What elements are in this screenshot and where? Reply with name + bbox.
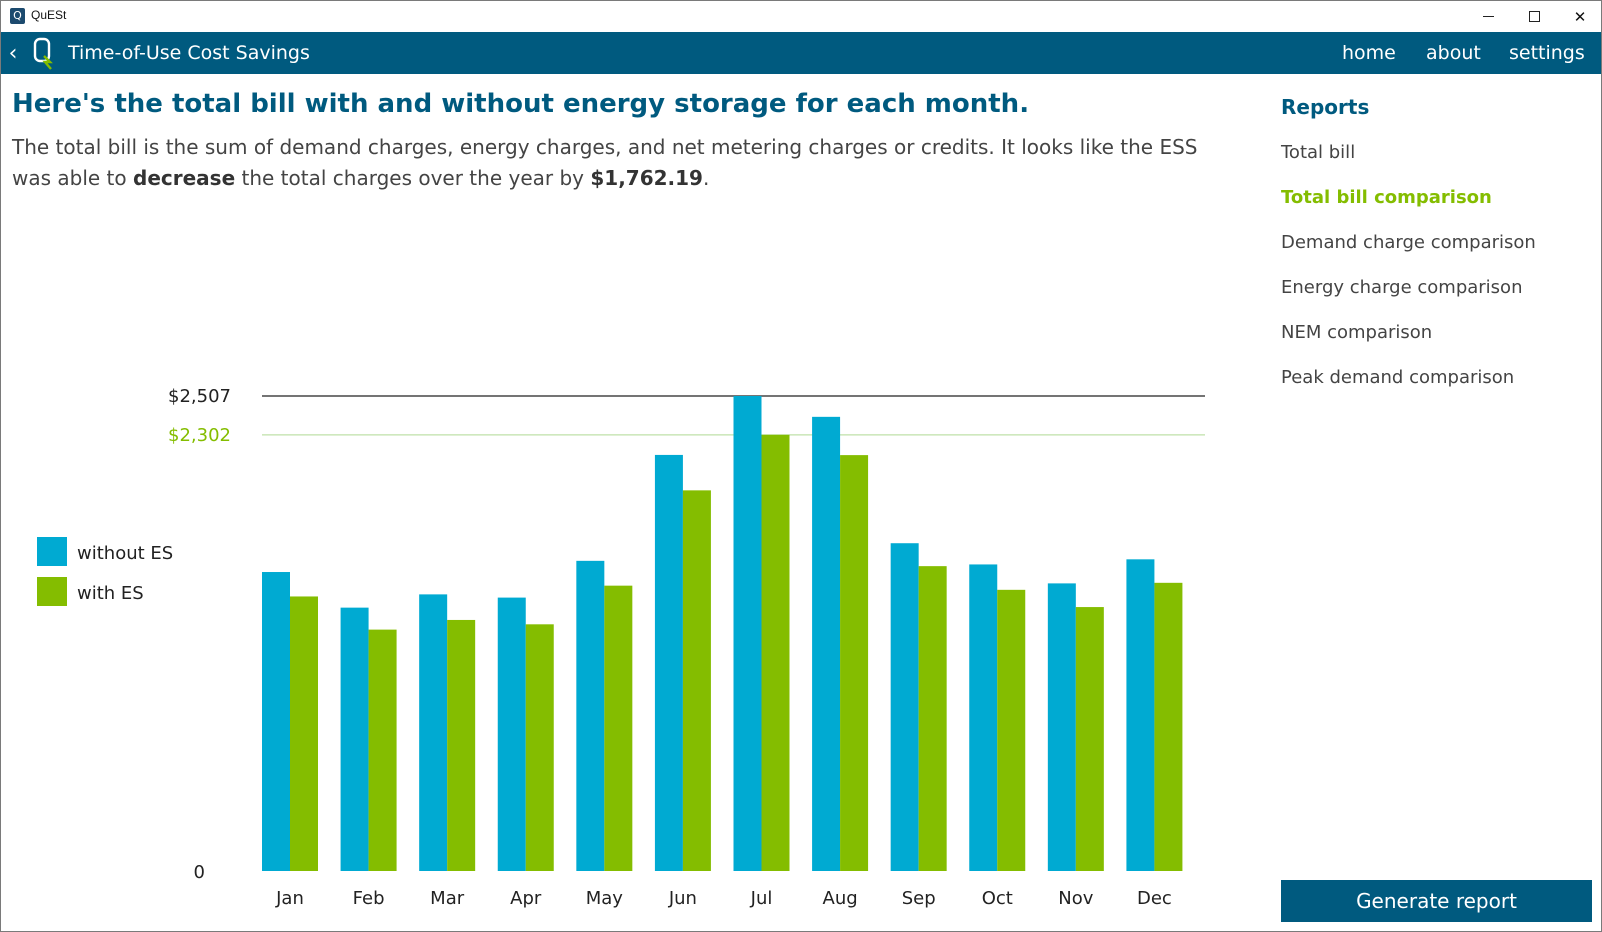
bar-without-es bbox=[419, 594, 448, 871]
legend-label: with ES bbox=[77, 583, 144, 604]
reference-line-label: $2,302 bbox=[168, 425, 231, 446]
bar-with-es bbox=[368, 629, 397, 871]
bar-without-es bbox=[969, 564, 998, 871]
bar-without-es bbox=[576, 560, 605, 871]
maximize-button[interactable] bbox=[1511, 1, 1557, 32]
report-item-peak-demand-comparison[interactable]: Peak demand comparison bbox=[1281, 367, 1515, 388]
bar-with-es bbox=[682, 490, 711, 871]
savings-amount: $1,762.19 bbox=[590, 166, 703, 190]
bar-with-es bbox=[761, 434, 790, 871]
description-text: . bbox=[702, 166, 710, 190]
bar-without-es bbox=[1126, 559, 1155, 871]
bar-without-es bbox=[733, 396, 762, 871]
nav-home-link[interactable]: home bbox=[1342, 42, 1396, 64]
close-button[interactable]: ✕ bbox=[1557, 1, 1602, 32]
x-axis-tick-label: Feb bbox=[353, 888, 385, 909]
back-icon[interactable]: ‹ bbox=[8, 40, 18, 66]
close-icon: ✕ bbox=[1573, 7, 1587, 26]
report-item-energy-charge-comparison[interactable]: Energy charge comparison bbox=[1281, 277, 1523, 298]
x-axis-tick-label: May bbox=[586, 888, 624, 909]
bar-without-es bbox=[497, 597, 526, 871]
x-axis-tick-label: Oct bbox=[982, 888, 1013, 909]
generate-report-button[interactable]: Generate report bbox=[1281, 880, 1592, 922]
minimize-button[interactable] bbox=[1465, 1, 1511, 32]
x-axis-tick-label: Apr bbox=[510, 888, 542, 909]
description-emphasis: decrease bbox=[133, 166, 236, 190]
report-headline: Here's the total bill with and without e… bbox=[12, 89, 1030, 119]
reports-heading: Reports bbox=[1281, 95, 1370, 119]
app-logo-icon: Q bbox=[10, 8, 25, 24]
title-bar: Q QuESt ✕ bbox=[1, 1, 1601, 32]
bar-with-es bbox=[918, 566, 947, 871]
bar-with-es bbox=[290, 596, 318, 871]
x-axis-tick-label: Sep bbox=[902, 888, 936, 909]
bar-with-es bbox=[525, 624, 554, 871]
x-axis-tick-label: Jan bbox=[275, 888, 304, 909]
page-title: Time-of-Use Cost Savings bbox=[68, 42, 310, 64]
total-bill-comparison-chart: $2,507 $2,302 0 Jan Feb Mar Apr May Jun Jul Aug Sep… bbox=[37, 386, 1205, 909]
bar-with-es bbox=[447, 619, 476, 871]
legend-swatch bbox=[37, 537, 67, 566]
nav-about-link[interactable]: about bbox=[1426, 42, 1481, 64]
legend-swatch bbox=[37, 577, 67, 606]
minimize-icon bbox=[1482, 16, 1494, 17]
y-axis-zero-label: 0 bbox=[194, 862, 205, 883]
window-title: QuESt bbox=[31, 8, 67, 22]
bar-with-es bbox=[1075, 607, 1104, 871]
bar-without-es bbox=[262, 572, 290, 871]
x-axis-tick-label: Dec bbox=[1137, 888, 1172, 909]
report-item-nem-comparison[interactable]: NEM comparison bbox=[1281, 322, 1433, 343]
report-item-total-bill-comparison[interactable]: Total bill comparison bbox=[1281, 187, 1492, 208]
x-axis-tick-label: Mar bbox=[430, 888, 465, 909]
report-item-demand-charge-comparison[interactable]: Demand charge comparison bbox=[1281, 232, 1536, 253]
quest-logo-icon[interactable] bbox=[31, 36, 57, 70]
bar-without-es bbox=[340, 607, 369, 871]
x-axis-tick-label: Jul bbox=[750, 888, 773, 909]
bar-without-es bbox=[890, 543, 919, 871]
bar-without-es bbox=[1047, 583, 1076, 871]
report-description: The total bill is the sum of demand char… bbox=[12, 132, 1227, 194]
legend-label: without ES bbox=[77, 543, 173, 564]
nav-settings-link[interactable]: settings bbox=[1509, 42, 1585, 64]
bar-without-es bbox=[654, 454, 683, 871]
bar-with-es bbox=[604, 585, 633, 871]
description-text: The total bill is the sum of demand char… bbox=[12, 135, 1198, 190]
bar-with-es bbox=[1154, 582, 1183, 871]
x-axis-tick-label: Nov bbox=[1058, 888, 1093, 909]
bar-with-es bbox=[997, 589, 1026, 871]
bar-without-es bbox=[812, 416, 841, 871]
description-text: the total charges over the year by bbox=[235, 166, 591, 190]
bar-with-es bbox=[840, 455, 869, 871]
x-axis-tick-label: Jun bbox=[668, 888, 697, 909]
report-item-total-bill[interactable]: Total bill bbox=[1281, 142, 1356, 163]
x-axis-tick-label: Aug bbox=[823, 888, 858, 909]
reference-line-label: $2,507 bbox=[168, 386, 231, 407]
nav-bar: ‹ Time-of-Use Cost Savings home about se… bbox=[1, 32, 1601, 74]
maximize-icon bbox=[1528, 11, 1540, 22]
